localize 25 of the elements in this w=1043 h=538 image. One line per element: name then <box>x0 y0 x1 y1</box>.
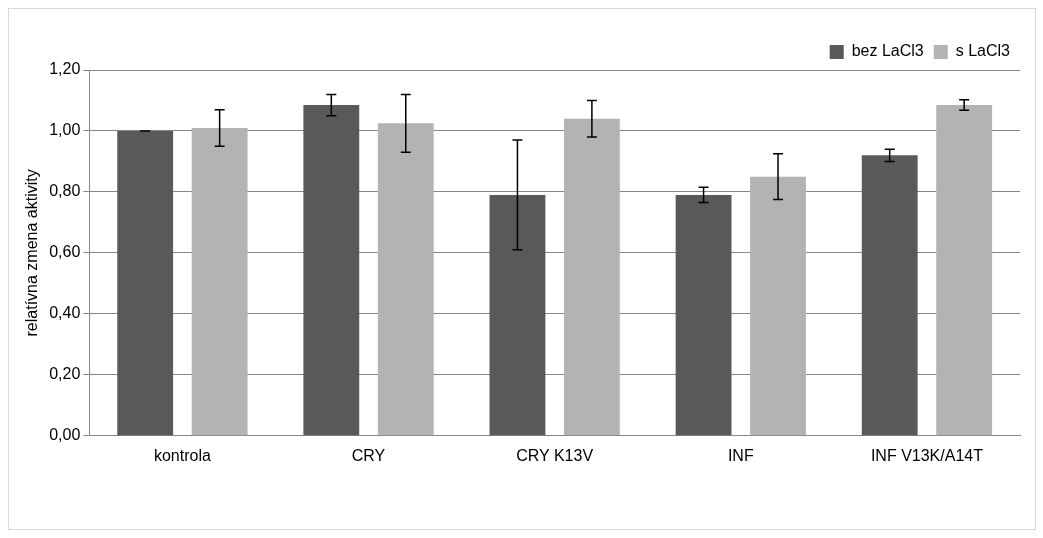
bar <box>489 194 546 436</box>
bar <box>117 130 174 436</box>
x-tick-label: INF V13K/A14T <box>870 446 984 464</box>
y-axis-title: relatívna zmena aktivity <box>23 169 41 337</box>
x-tick-label: INF <box>727 446 754 464</box>
y-tick-label: 0,40 <box>49 304 81 322</box>
bar <box>675 194 732 436</box>
y-tick-label: 0,20 <box>49 365 81 383</box>
y-tick-label: 0,80 <box>49 182 81 200</box>
bar <box>303 105 360 436</box>
y-tick-label: 1,20 <box>49 60 81 78</box>
y-tick-label: 0,00 <box>49 426 81 444</box>
legend-label: bez LaCl3 <box>851 42 924 60</box>
bar <box>750 176 806 436</box>
y-tick-label: 1,00 <box>49 121 81 139</box>
x-tick-label: CRY <box>351 446 386 464</box>
bar <box>377 123 434 436</box>
x-tick-label: CRY K13V <box>516 446 594 464</box>
bar <box>861 155 918 436</box>
bar <box>563 118 620 436</box>
y-tick-label: 0,60 <box>49 243 81 261</box>
bar <box>936 105 993 436</box>
bar <box>191 127 248 436</box>
legend-label: s LaCl3 <box>955 42 1011 60</box>
x-tick-label: kontrola <box>153 446 211 464</box>
